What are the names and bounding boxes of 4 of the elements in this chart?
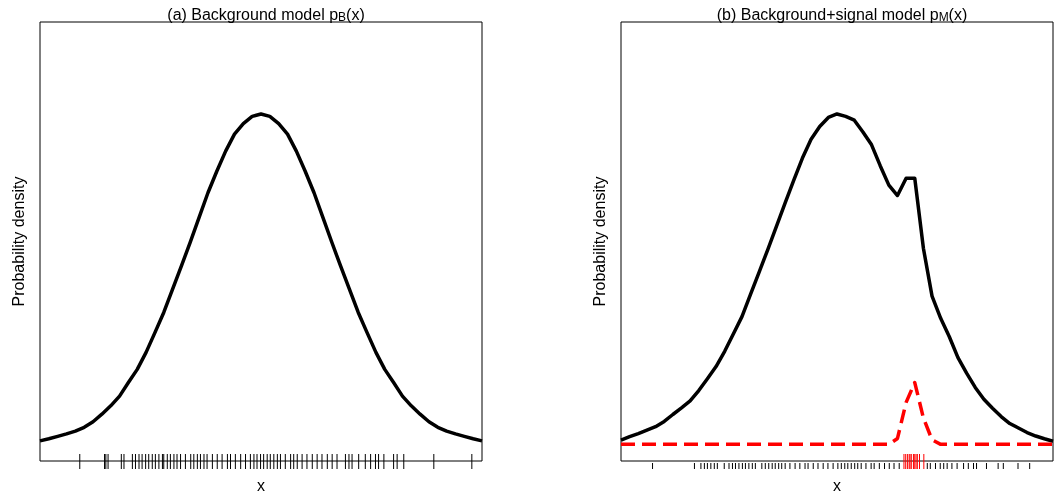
y-axis-title: Probability density bbox=[9, 176, 27, 307]
y-axis-title: Probability density bbox=[590, 176, 608, 307]
x-axis-title: x bbox=[833, 476, 841, 494]
x-axis-title: x bbox=[257, 476, 265, 494]
